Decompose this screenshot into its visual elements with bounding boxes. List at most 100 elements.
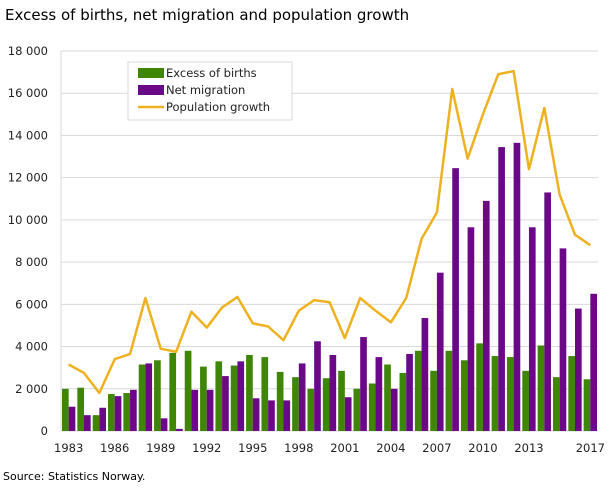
bar-excess-of-births (414, 350, 422, 431)
bar-net-migration (574, 308, 582, 431)
bar-net-migration (559, 248, 567, 431)
bar-net-migration (390, 388, 398, 431)
bar-net-migration (544, 192, 551, 431)
y-tick-label: 6 000 (15, 297, 48, 311)
bar-excess-of-births (154, 360, 161, 431)
bar-excess-of-births (276, 371, 284, 431)
y-tick-label: 14 000 (8, 128, 48, 142)
bar-excess-of-births (445, 350, 453, 431)
x-tick-label: 1995 (238, 441, 267, 455)
bar-excess-of-births (353, 388, 361, 431)
x-tick-label: 1983 (54, 441, 83, 455)
chart-title: Excess of births, net migration and popu… (5, 6, 410, 24)
bar-excess-of-births (292, 377, 299, 431)
bar-net-migration (145, 363, 153, 431)
bar-net-migration (590, 293, 597, 431)
x-tick-label: 2010 (468, 441, 497, 455)
source-note: Source: Statistics Norway. (3, 470, 146, 483)
bar-net-migration (452, 168, 459, 431)
bar-excess-of-births (261, 357, 269, 431)
y-tick-label: 8 000 (15, 255, 48, 269)
x-tick-label: 1992 (192, 441, 221, 455)
bar-net-migration (252, 398, 260, 431)
bar-net-migration (482, 200, 490, 431)
bar-excess-of-births (399, 372, 407, 431)
bar-excess-of-births (384, 364, 391, 431)
bar-excess-of-births (215, 361, 223, 431)
bar-excess-of-births (92, 415, 100, 431)
bar-excess-of-births (200, 366, 207, 431)
bar-excess-of-births (552, 377, 560, 431)
bar-excess-of-births (460, 360, 468, 431)
bar-net-migration (222, 376, 229, 431)
bar-excess-of-births (430, 370, 437, 431)
bar-net-migration (375, 357, 383, 431)
bar-net-migration (68, 406, 76, 431)
bar-excess-of-births (368, 383, 376, 431)
bar-net-migration (329, 355, 337, 431)
bar-excess-of-births (307, 388, 315, 431)
bar-net-migration (344, 397, 352, 431)
x-tick-label: 1998 (284, 441, 313, 455)
bar-net-migration (314, 341, 321, 431)
legend-label: Net migration (166, 83, 245, 97)
bar-net-migration (498, 147, 505, 432)
bar-net-migration (436, 272, 444, 431)
bar-excess-of-births (77, 387, 85, 431)
legend-label: Population growth (166, 100, 270, 114)
bar-excess-of-births (108, 394, 115, 431)
bar-excess-of-births (62, 388, 69, 431)
bar-net-migration (99, 407, 107, 431)
bar-excess-of-births (246, 355, 253, 431)
bar-net-migration (360, 337, 367, 431)
x-tick-label: 2007 (422, 441, 451, 455)
bar-net-migration (176, 428, 183, 431)
bar-net-migration (528, 227, 536, 431)
x-tick-label: 2013 (514, 441, 543, 455)
bar-excess-of-births (338, 370, 345, 431)
bar-net-migration (467, 227, 475, 431)
legend-swatch (138, 68, 164, 78)
x-tick-label: 2004 (376, 441, 405, 455)
bar-net-migration (283, 400, 291, 431)
y-tick-label: 4 000 (15, 340, 48, 354)
y-tick-label: 10 000 (8, 213, 48, 227)
y-tick-label: 18 000 (8, 44, 48, 58)
bar-excess-of-births (506, 357, 514, 431)
y-tick-label: 0 (41, 424, 48, 438)
bar-excess-of-births (583, 379, 591, 431)
x-tick-label: 1986 (100, 441, 129, 455)
bar-net-migration (298, 363, 306, 431)
bar-excess-of-births (138, 364, 146, 431)
bar-excess-of-births (491, 356, 499, 431)
legend-swatch (138, 85, 164, 95)
bar-net-migration (406, 353, 413, 431)
bar-net-migration (513, 142, 521, 432)
x-tick-label: 1989 (146, 441, 175, 455)
bar-excess-of-births (184, 350, 192, 431)
bar-net-migration (114, 396, 122, 431)
bar-net-migration (130, 389, 137, 431)
bar-excess-of-births (568, 356, 575, 431)
bar-net-migration (268, 400, 275, 431)
bar-net-migration (206, 389, 214, 431)
bar-excess-of-births (322, 378, 330, 431)
bar-excess-of-births (476, 343, 483, 431)
bar-net-migration (160, 418, 168, 431)
bar-net-migration (84, 415, 91, 431)
legend-label: Excess of births (166, 66, 257, 80)
bar-net-migration (237, 361, 245, 431)
bar-excess-of-births (230, 365, 238, 431)
y-tick-label: 16 000 (8, 86, 48, 100)
bar-excess-of-births (123, 393, 131, 431)
bar-excess-of-births (537, 345, 545, 431)
x-tick-label: 2001 (330, 441, 359, 455)
bar-net-migration (421, 318, 429, 431)
bar-excess-of-births (522, 370, 529, 431)
y-tick-label: 12 000 (8, 171, 48, 185)
x-tick-label: 2017 (576, 441, 605, 455)
bar-excess-of-births (169, 352, 177, 431)
bar-net-migration (191, 389, 199, 431)
y-tick-label: 2 000 (15, 382, 48, 396)
